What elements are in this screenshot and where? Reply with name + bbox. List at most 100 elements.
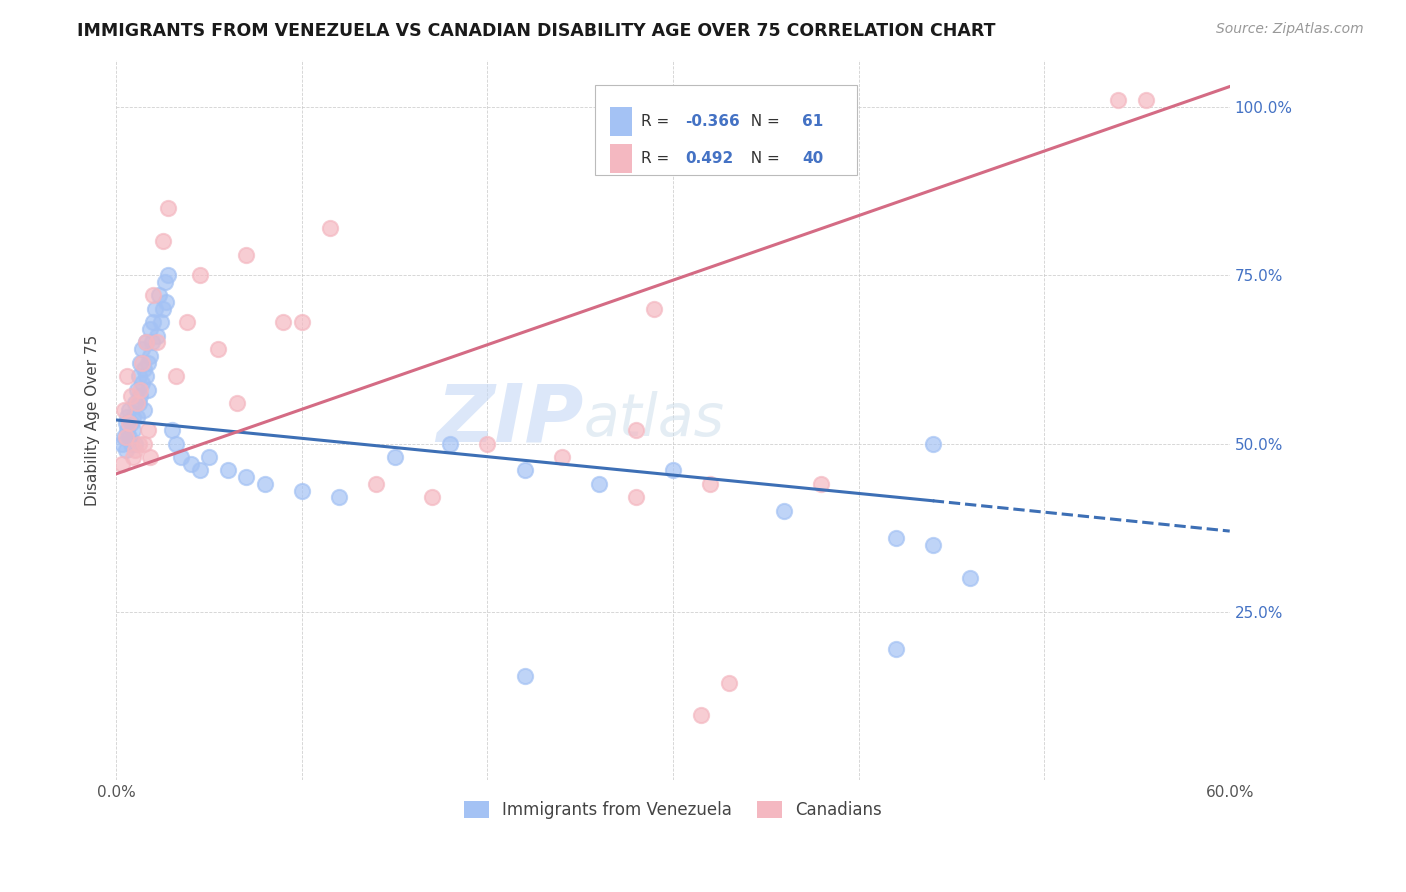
Point <box>117 409 139 424</box>
Point <box>118 430 141 444</box>
Point <box>141 335 163 350</box>
Point <box>624 423 647 437</box>
Point <box>122 409 145 424</box>
Point <box>125 409 148 424</box>
Text: -0.366: -0.366 <box>685 114 740 129</box>
Point <box>157 268 180 282</box>
Text: ZIP: ZIP <box>436 381 583 459</box>
Point <box>198 450 221 464</box>
Point <box>112 402 135 417</box>
Point <box>170 450 193 464</box>
Text: 40: 40 <box>803 152 824 167</box>
Point <box>225 396 247 410</box>
Point <box>773 504 796 518</box>
Point <box>253 477 276 491</box>
Point <box>128 436 150 450</box>
Point <box>420 491 443 505</box>
Point <box>142 315 165 329</box>
Point <box>122 423 145 437</box>
Point <box>129 389 152 403</box>
Point <box>588 477 610 491</box>
Point <box>643 301 665 316</box>
Point <box>155 295 177 310</box>
Point <box>1107 93 1129 107</box>
Point <box>146 328 169 343</box>
Text: atlas: atlas <box>583 392 725 449</box>
Point <box>124 396 146 410</box>
Point <box>124 436 146 450</box>
Point <box>114 443 136 458</box>
Point <box>148 288 170 302</box>
Point <box>118 417 141 431</box>
Text: 0.492: 0.492 <box>685 152 734 167</box>
Text: N =: N = <box>741 114 785 129</box>
Point <box>884 642 907 657</box>
Point <box>120 389 142 403</box>
Point <box>717 676 740 690</box>
Point <box>152 301 174 316</box>
Point <box>132 402 155 417</box>
Point <box>153 275 176 289</box>
Point <box>117 423 139 437</box>
Point <box>146 335 169 350</box>
Point <box>179 457 201 471</box>
Point <box>149 315 172 329</box>
Point <box>699 477 721 491</box>
Point <box>138 349 160 363</box>
Point <box>120 417 142 431</box>
Point <box>207 343 229 357</box>
Point <box>291 483 314 498</box>
Point <box>921 537 943 551</box>
Point <box>328 491 350 505</box>
Point <box>132 436 155 450</box>
Point <box>132 362 155 376</box>
Point <box>143 301 166 316</box>
Point <box>129 356 152 370</box>
Point <box>136 423 159 437</box>
Point <box>128 396 150 410</box>
Point <box>188 268 211 282</box>
Text: R =: R = <box>641 114 673 129</box>
Point <box>235 248 257 262</box>
Point <box>112 430 135 444</box>
Point <box>364 477 387 491</box>
Point <box>624 491 647 505</box>
Point <box>157 201 180 215</box>
Point <box>160 423 183 437</box>
Point <box>513 669 536 683</box>
Y-axis label: Disability Age Over 75: Disability Age Over 75 <box>86 334 100 506</box>
Point <box>111 436 134 450</box>
Point <box>176 315 198 329</box>
Point <box>152 235 174 249</box>
Point <box>124 443 146 458</box>
Point <box>165 436 187 450</box>
Point <box>662 463 685 477</box>
Text: IMMIGRANTS FROM VENEZUELA VS CANADIAN DISABILITY AGE OVER 75 CORRELATION CHART: IMMIGRANTS FROM VENEZUELA VS CANADIAN DI… <box>77 22 995 40</box>
Point <box>138 322 160 336</box>
FancyBboxPatch shape <box>610 145 631 173</box>
Point <box>131 356 153 370</box>
Point <box>125 396 148 410</box>
Point <box>131 376 153 390</box>
Point <box>136 356 159 370</box>
Point <box>689 708 711 723</box>
FancyBboxPatch shape <box>610 107 631 136</box>
Point <box>135 369 157 384</box>
Point <box>138 450 160 464</box>
Point <box>291 315 314 329</box>
Point <box>114 430 136 444</box>
Point <box>235 470 257 484</box>
Point <box>217 463 239 477</box>
Point <box>135 335 157 350</box>
Point <box>513 463 536 477</box>
Point <box>921 436 943 450</box>
Point <box>1135 93 1157 107</box>
Point <box>125 383 148 397</box>
Point <box>959 571 981 585</box>
Point <box>271 315 294 329</box>
Legend: Immigrants from Venezuela, Canadians: Immigrants from Venezuela, Canadians <box>457 795 889 826</box>
Point <box>384 450 406 464</box>
Point <box>120 436 142 450</box>
Text: R =: R = <box>641 152 679 167</box>
Point <box>318 221 340 235</box>
